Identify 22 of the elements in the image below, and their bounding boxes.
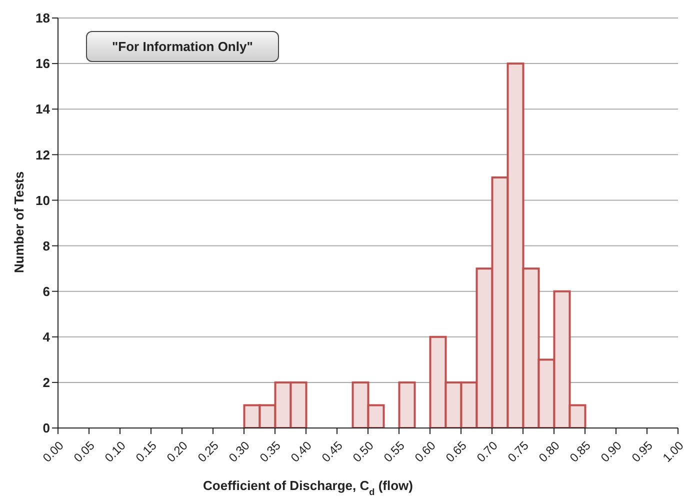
y-tick-label: 14 [36,102,51,117]
x-tick-label: 0.00 [40,438,67,465]
y-tick-label: 12 [36,147,50,162]
y-tick-label: 0 [42,420,50,436]
x-tick-label: 0.10 [102,438,129,465]
x-tick-label: 0.30 [226,438,253,465]
y-axis-title: Number of Tests [12,171,27,273]
x-tick-label: 0.20 [164,438,191,465]
x-axis-title: Coefficient of Discharge, C$_{d}$ (flow) [203,478,413,497]
x-tick-label: 0.70 [474,438,501,465]
y-tick-label: 6 [42,284,50,299]
y-tick-label: 4 [42,330,51,345]
y-tick-label: 8 [42,238,50,254]
x-tick-label: 0.40 [288,438,315,465]
x-tick-label: 0.50 [350,438,377,465]
y-tick-label: 18 [36,10,50,26]
x-tick-label: 0.90 [598,438,625,465]
x-tick-label: 0.80 [536,438,563,465]
y-tick-label: 10 [36,192,50,208]
y-tick-label: 16 [36,56,50,72]
y-tick-label: 2 [42,375,50,390]
x-tick-label: 0.60 [412,438,439,465]
